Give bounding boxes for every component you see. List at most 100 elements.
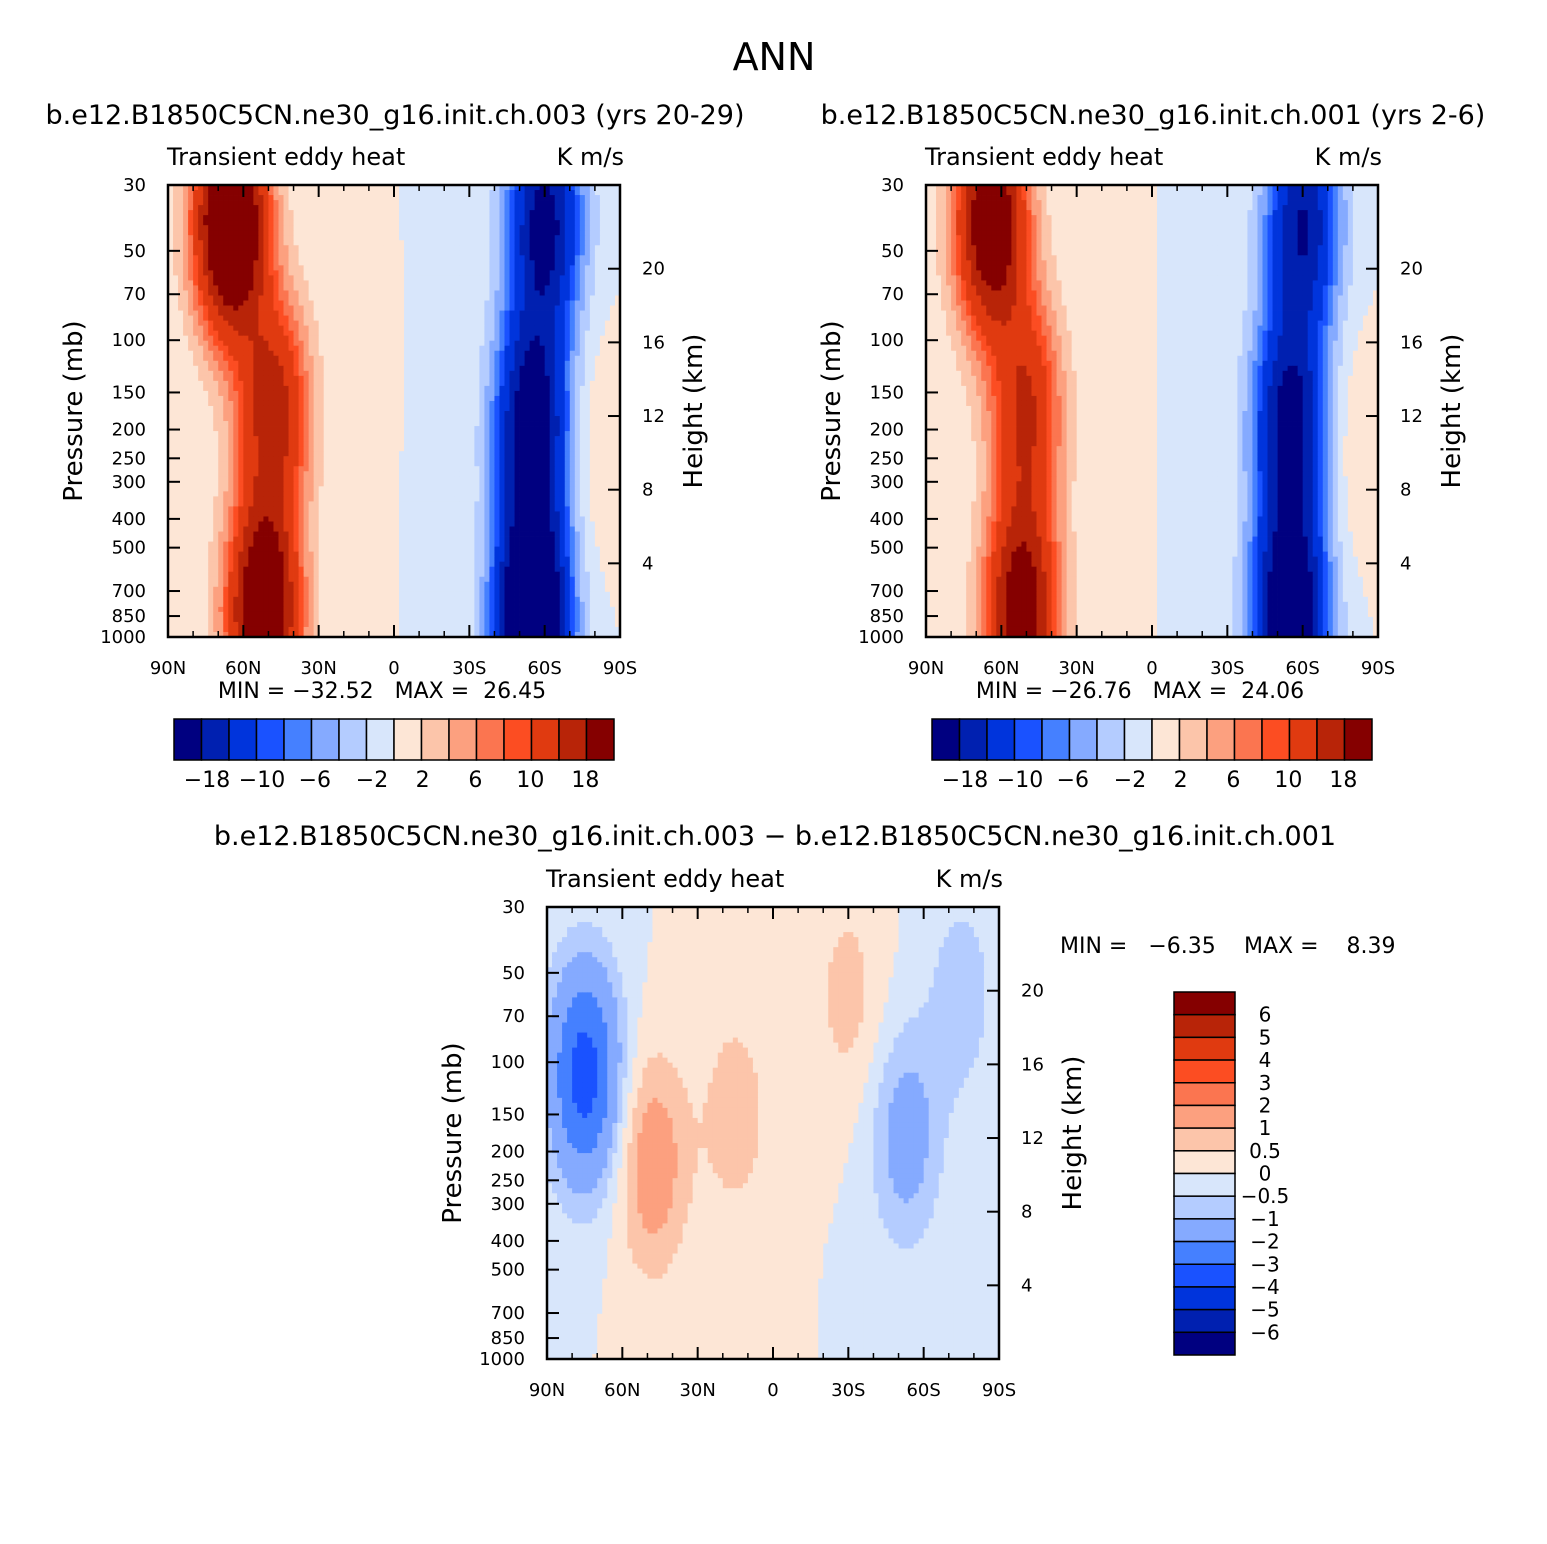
field-cell	[383, 220, 390, 226]
field-cell	[514, 385, 520, 392]
field-cell	[529, 441, 536, 447]
field-cell	[529, 365, 536, 372]
field-cell	[494, 441, 500, 447]
field-cell	[273, 265, 279, 271]
field-cell	[464, 210, 470, 216]
field-cell	[589, 335, 596, 342]
field-cell	[404, 260, 410, 266]
field-cell	[378, 411, 385, 417]
field-cell	[564, 431, 571, 437]
field-cell	[569, 456, 576, 462]
field-cell	[248, 185, 254, 191]
field-cell	[484, 260, 490, 266]
field-cell	[494, 335, 500, 342]
field-cell	[509, 436, 515, 442]
field-cell	[238, 260, 244, 266]
field-cell	[313, 300, 320, 306]
field-cell	[584, 250, 591, 256]
field-cell	[474, 370, 480, 377]
field-cell	[333, 190, 340, 196]
field-cell	[494, 200, 500, 206]
field-cell	[388, 456, 395, 462]
field-cell	[233, 360, 239, 367]
field-cell	[509, 295, 515, 301]
field-cell	[599, 255, 606, 261]
field-cell	[298, 441, 304, 447]
field-cell	[579, 335, 586, 342]
field-cell	[203, 405, 209, 412]
field-cell	[609, 325, 616, 332]
field-cell	[464, 380, 470, 387]
field-cell	[484, 250, 490, 256]
field-cell	[253, 390, 259, 397]
field-cell	[308, 461, 315, 467]
field-cell	[178, 400, 184, 407]
field-cell	[388, 230, 395, 236]
field-cell	[584, 456, 591, 462]
field-cell	[318, 240, 325, 246]
field-cell	[263, 405, 269, 412]
field-cell	[273, 436, 279, 442]
field-cell	[383, 335, 390, 342]
field-cell	[439, 230, 445, 236]
field-cell	[469, 325, 475, 332]
field-cell	[213, 451, 219, 457]
field-cell	[213, 446, 219, 452]
field-cell	[348, 380, 355, 387]
field-cell	[343, 290, 350, 296]
field-cell	[303, 215, 310, 221]
field-cell	[544, 355, 551, 362]
field-cell	[328, 461, 335, 467]
field-cell	[233, 310, 239, 316]
field-cell	[589, 446, 596, 452]
field-cell	[323, 305, 330, 311]
field-cell	[373, 310, 380, 316]
field-cell	[539, 405, 546, 412]
field-cell	[208, 436, 214, 442]
field-cell	[549, 431, 556, 437]
field-cell	[394, 335, 400, 342]
field-cell	[278, 310, 284, 316]
field-cell	[258, 395, 264, 402]
field-cell	[539, 220, 546, 226]
field-cell	[383, 210, 390, 216]
field-cell	[168, 270, 174, 276]
field-cell	[444, 295, 450, 301]
field-cell	[258, 340, 264, 347]
field-cell	[218, 416, 224, 422]
field-cell	[168, 370, 174, 377]
field-cell	[484, 290, 490, 296]
field-cell	[353, 300, 360, 306]
field-cell	[544, 446, 551, 452]
field-cell	[273, 365, 279, 372]
field-cell	[434, 245, 440, 251]
field-cell	[544, 370, 551, 377]
field-cell	[469, 335, 475, 342]
field-cell	[218, 185, 224, 191]
field-cell	[233, 280, 239, 286]
field-cell	[534, 416, 541, 422]
field-cell	[564, 365, 571, 372]
field-cell	[198, 390, 204, 397]
field-cell	[494, 395, 500, 402]
field-cell	[193, 240, 199, 246]
field-cell	[449, 370, 455, 377]
field-cell	[489, 305, 495, 311]
field-cell	[454, 400, 460, 407]
field-cell	[519, 385, 525, 392]
field-cell	[318, 310, 325, 316]
field-cell	[173, 360, 179, 367]
field-cell	[188, 220, 194, 226]
field-cell	[519, 305, 525, 311]
field-cell	[479, 205, 485, 211]
field-cell	[363, 295, 370, 301]
field-cell	[193, 446, 199, 452]
field-cell	[233, 446, 239, 452]
field-cell	[409, 295, 415, 301]
field-cell	[494, 185, 500, 191]
field-cell	[268, 230, 274, 236]
field-cell	[509, 335, 515, 342]
field-cell	[579, 210, 586, 216]
field-cell	[554, 240, 561, 246]
field-cell	[424, 185, 430, 191]
